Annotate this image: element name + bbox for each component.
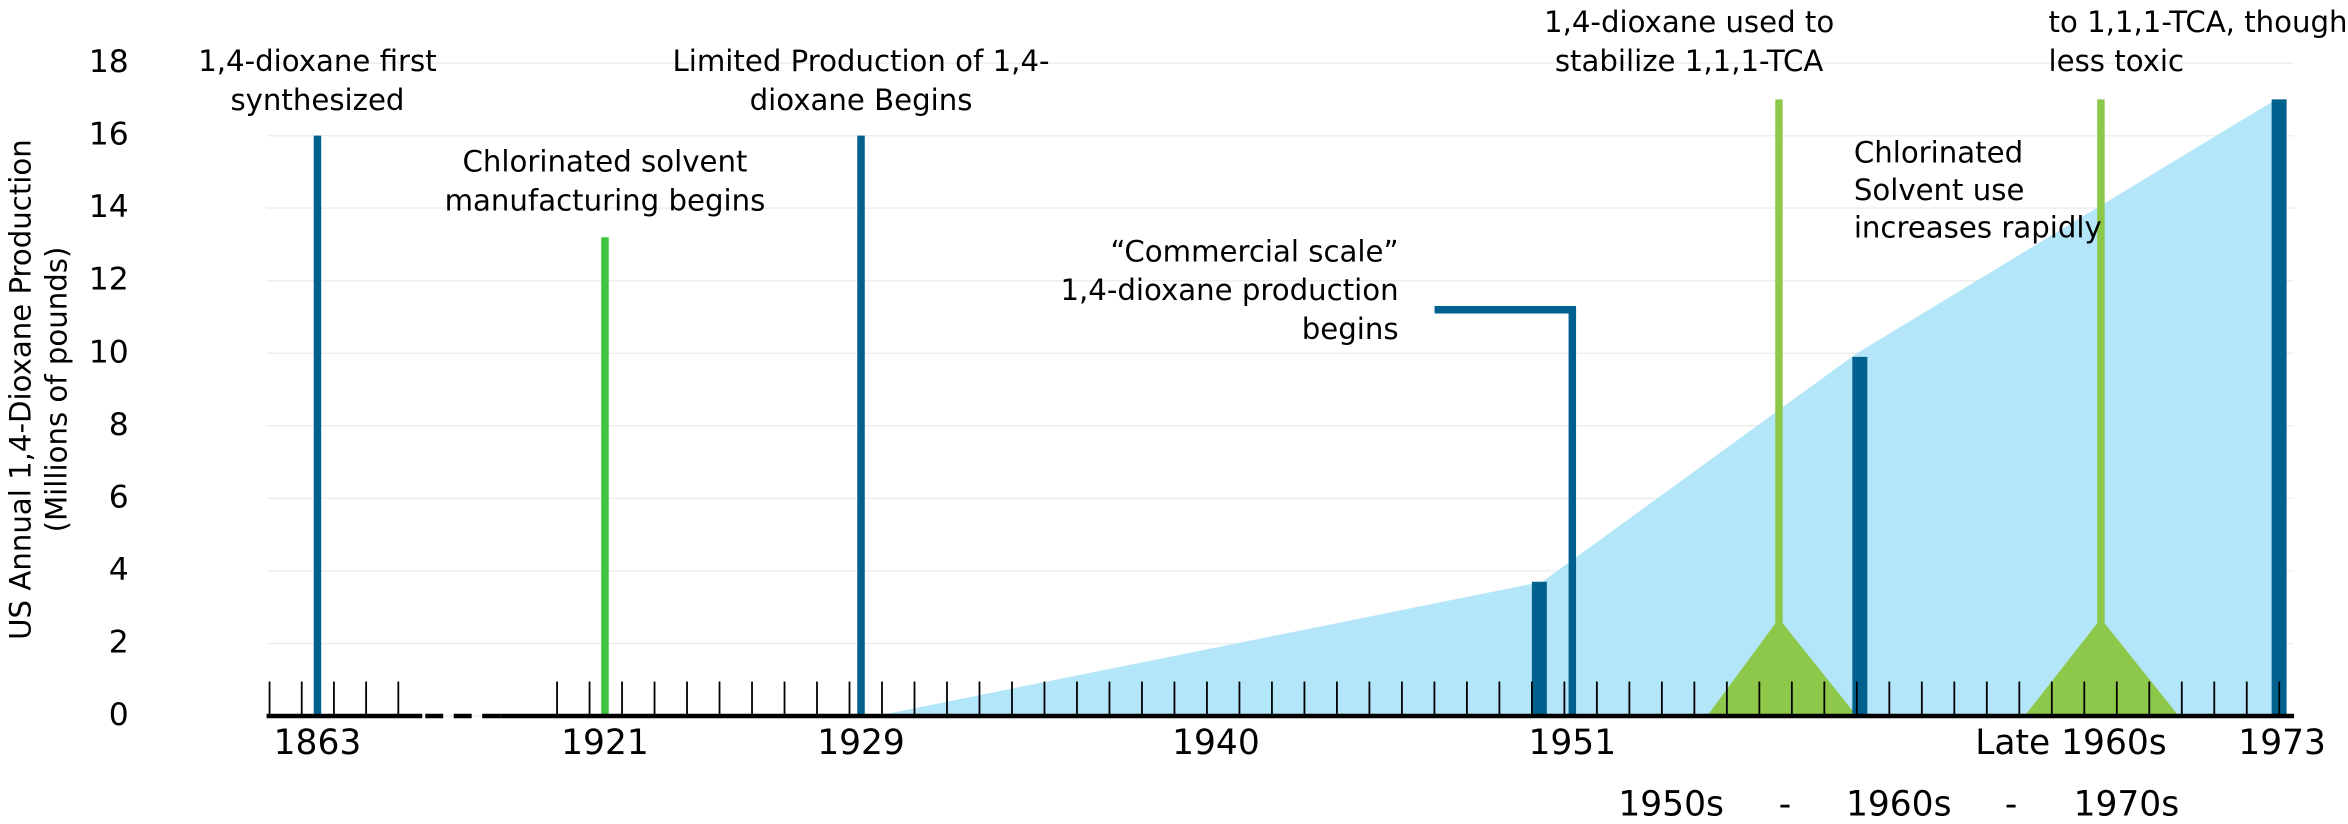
x-tick-label: 1951 — [1528, 723, 1616, 763]
event-label: Chlorinated solvent — [463, 144, 748, 178]
period-label: 1970s — [2074, 784, 2180, 824]
bar — [1531, 581, 1547, 716]
y-tick-label: 16 — [89, 117, 129, 153]
period-label: - — [1779, 784, 1791, 824]
annotation: Solvent use — [1854, 173, 2025, 207]
y-axis-label: US Annual 1,4-Dioxane Production — [3, 139, 37, 640]
event-label: 1,4-dioxane used to — [1544, 5, 1834, 39]
period-label: 1960s — [1846, 784, 1952, 824]
y-tick-label: 0 — [109, 697, 129, 733]
y-tick-label: 4 — [109, 552, 129, 588]
annotation: increases rapidly — [1854, 210, 2102, 244]
bar — [2271, 99, 2287, 716]
x-tick-label: 1940 — [1172, 723, 1260, 763]
event-label: Limited Production of 1,4- — [673, 44, 1050, 78]
y-tick-label: 2 — [109, 624, 129, 660]
y-tick-label: 12 — [89, 262, 129, 298]
event-label: less toxic — [2049, 44, 2185, 78]
event-label: stabilize 1,1,1-TCA — [1555, 44, 1824, 78]
x-tick-label: 1863 — [274, 723, 362, 763]
y-tick-label: 8 — [109, 407, 129, 443]
event-label: manufacturing begins — [445, 183, 766, 217]
event-label: begins — [1302, 312, 1399, 346]
annotation: Chlorinated — [1854, 135, 2023, 169]
y-tick-label: 14 — [89, 189, 129, 225]
bar — [1852, 356, 1868, 716]
event-label: synthesized — [230, 83, 404, 117]
x-tick-label: 1973 — [2238, 723, 2326, 763]
period-label: 1950s — [1618, 784, 1724, 824]
period-label: - — [2005, 784, 2017, 824]
x-tick-label: Late 1960s — [1975, 723, 2167, 763]
event-label: 1,4-dioxane first — [198, 44, 436, 78]
y-tick-label: 6 — [109, 479, 129, 515]
event-label: to 1,1,1-TCA, though — [2049, 5, 2348, 39]
y-tick-label: 10 — [89, 334, 129, 370]
x-tick-label: 1921 — [561, 723, 649, 763]
y-tick-label: 18 — [89, 44, 129, 80]
x-tick-label: 1929 — [817, 723, 905, 763]
event-label: dioxane Begins — [750, 83, 973, 117]
production-area — [876, 99, 2277, 716]
y-axis-label: (Millions of pounds) — [39, 247, 73, 533]
event-label: “Commercial scale” — [1110, 234, 1398, 268]
event-label: 1,4-dioxane production — [1060, 273, 1398, 307]
